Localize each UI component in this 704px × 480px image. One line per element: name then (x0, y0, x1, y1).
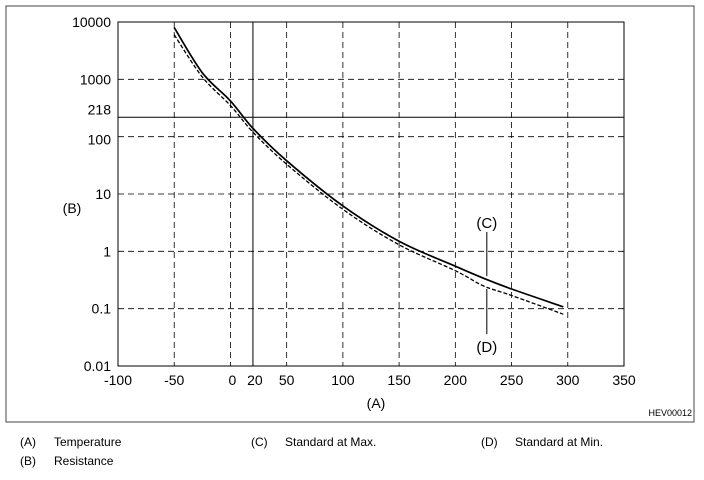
x-axis-label: (A) (367, 395, 386, 411)
x-tick-label: 100 (331, 372, 355, 388)
plot-border (117, 21, 625, 367)
legend-label-c: Standard at Max. (285, 435, 377, 449)
legend-label-b: Resistance (54, 454, 114, 468)
x-tick-label: 50 (279, 372, 295, 388)
legend-key-b: (B) (20, 454, 36, 468)
series-line-c (173, 27, 564, 308)
y-tick-label: 1 (103, 243, 111, 259)
x-tick-label: -50 (164, 372, 184, 388)
legend-item-a: (A) Temperature (20, 435, 121, 449)
legend-key-c: (C) (251, 435, 268, 449)
y-tick-label: 0.01 (84, 358, 111, 374)
figure-border (5, 5, 695, 423)
legend-label-a: Temperature (54, 435, 122, 449)
figure-code: HEV00012 (648, 408, 692, 418)
legend-item-b: (B) Resistance (20, 454, 113, 468)
y-tick-label: 10000 (72, 14, 111, 30)
y-tick-label: 100 (88, 132, 112, 148)
x-tick-label: 150 (387, 372, 411, 388)
x-tick-label: 300 (556, 372, 580, 388)
series-line-d (173, 34, 564, 315)
x-tick-label: 20 (247, 372, 263, 388)
y-tick-label: 218 (88, 101, 112, 117)
callout-label-d: (D) (476, 339, 497, 356)
x-tick-label: 200 (444, 372, 468, 388)
x-tick-label: -100 (104, 372, 132, 388)
y-axis-label: (B) (63, 200, 82, 216)
legend-key-a: (A) (20, 435, 36, 449)
x-tick-label: 0 (229, 372, 237, 388)
y-tick-label: 0.1 (92, 301, 112, 317)
y-tick-label: 10 (95, 186, 111, 202)
callout-label-c: (C) (476, 215, 497, 232)
x-tick-label: 350 (612, 372, 636, 388)
y-tick-label: 1000 (80, 71, 111, 87)
x-tick-label: 250 (500, 372, 524, 388)
legend-item-c: (C) Standard at Max. (251, 435, 376, 449)
legend-label-d: Standard at Min. (515, 435, 604, 449)
legend-item-d: (D) Standard at Min. (481, 435, 603, 449)
legend-key-d: (D) (481, 435, 498, 449)
